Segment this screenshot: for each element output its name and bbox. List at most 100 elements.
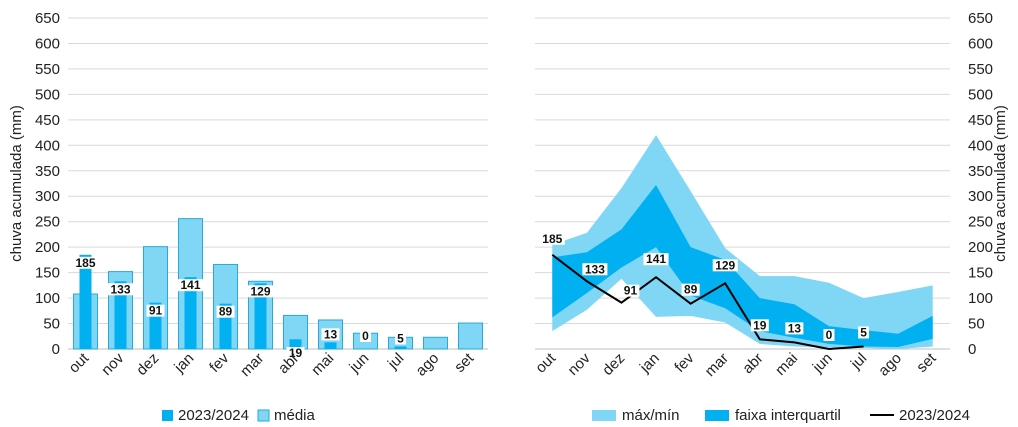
- current-bar: [394, 346, 407, 349]
- data-label-box: [146, 304, 165, 317]
- legend-label-interquartile: faixa interquartil: [735, 407, 841, 424]
- left-ytick-label: 450: [35, 112, 60, 129]
- line-data-label: 129: [715, 258, 735, 272]
- left-x-category-label: mar: [237, 350, 267, 380]
- right-x-category-label: mar: [702, 350, 732, 380]
- line-data-label: 91: [624, 284, 638, 298]
- legend-label-2023-2024: 2023/2024: [178, 407, 249, 424]
- mean-bar: [458, 322, 483, 350]
- current-bar: [184, 277, 197, 349]
- right-x-category-label: mai: [772, 350, 801, 379]
- legend-swatch-2023-2024: [162, 410, 173, 421]
- left-ytick-label: 150: [35, 265, 60, 282]
- bar-data-label: 185: [75, 256, 95, 270]
- left-ytick-label: 650: [35, 10, 60, 27]
- interquartile-band: [552, 185, 933, 347]
- left-x-category-label: fev: [206, 349, 233, 376]
- right-ytick-label: 300: [968, 188, 993, 205]
- left-x-category-label: jun: [345, 350, 372, 377]
- data-label-box: [621, 284, 640, 297]
- left-ytick-label: 550: [35, 61, 60, 78]
- data-label-box: [582, 263, 608, 276]
- right-ytick-label: 550: [968, 61, 993, 78]
- bar-data-label: 19: [289, 346, 303, 360]
- right-ytick-label: 450: [968, 112, 993, 129]
- right-x-category-label: jan: [636, 350, 663, 377]
- data-label-box: [360, 330, 371, 342]
- current-bar: [324, 342, 337, 349]
- bar-data-label: 0: [362, 329, 369, 343]
- data-label-box: [643, 253, 669, 266]
- line-data-label: 5: [860, 325, 867, 339]
- legend-label-maxmin: máx/mín: [622, 407, 680, 424]
- data-label-box: [321, 328, 340, 341]
- left-x-category-label: set: [451, 349, 478, 376]
- bar-data-label: 91: [149, 304, 163, 318]
- left-ytick-label: 400: [35, 137, 60, 154]
- line-data-label: 13: [788, 321, 802, 335]
- right-ytick-label: 200: [968, 239, 993, 256]
- left-ytick-label: 200: [35, 239, 60, 256]
- left-x-category-label: nov: [98, 349, 127, 378]
- minmax-band: [552, 135, 933, 349]
- right-ytick-label: 50: [968, 316, 985, 333]
- left-ytick-label: 350: [35, 163, 60, 180]
- right-x-category-label: ago: [875, 350, 905, 380]
- right-x-category-label: fev: [671, 349, 698, 376]
- line-data-label: 0: [826, 328, 833, 342]
- data-label-box: [216, 305, 235, 318]
- bar-data-label: 13: [324, 327, 338, 341]
- left-y-axis-title: chuva acumulada (mm): [8, 105, 25, 262]
- left-x-category-label: ago: [413, 350, 443, 380]
- left-ytick-label: 0: [52, 341, 60, 358]
- legend-label-line-2023-2024: 2023/2024: [899, 407, 970, 424]
- right-x-category-label: nov: [565, 349, 594, 378]
- right-ytick-label: 150: [968, 265, 993, 282]
- left-ytick-label: 250: [35, 214, 60, 231]
- legend-swatch-interquartile: [705, 410, 729, 421]
- legend-swatch-media: [257, 409, 270, 422]
- data-label-box: [681, 283, 700, 296]
- current-season-line: [551, 253, 864, 351]
- right-ytick-label: 600: [968, 35, 993, 52]
- line-data-label: 185: [542, 232, 562, 246]
- data-label-box: [858, 326, 870, 339]
- data-label-box: [286, 347, 305, 359]
- current-bar: [114, 281, 127, 349]
- right-ytick-label: 0: [968, 341, 976, 358]
- left-x-category-label: mai: [308, 350, 337, 379]
- right-x-category-label: jul: [847, 350, 870, 373]
- data-label-box: [750, 319, 769, 332]
- data-label-box: [395, 332, 406, 345]
- bar-data-label: 133: [110, 282, 130, 296]
- legend-label-media: média: [274, 407, 316, 424]
- bar-data-label: 89: [219, 305, 233, 319]
- line-data-label: 19: [753, 318, 767, 332]
- legend-swatch-maxmin: [592, 410, 616, 421]
- right-y-axis-title: chuva acumulada (mm): [992, 105, 1009, 262]
- left-x-category-label: out: [66, 349, 93, 376]
- data-label-box: [248, 285, 273, 298]
- data-label-box: [785, 322, 804, 335]
- right-x-category-label: set: [913, 349, 940, 376]
- bar-data-label: 129: [250, 284, 270, 298]
- left-ytick-label: 300: [35, 188, 60, 205]
- line-data-label: 133: [585, 262, 605, 276]
- bar-data-label: 141: [180, 278, 200, 292]
- right-ytick-label: 500: [968, 86, 993, 103]
- line-data-label: 141: [646, 252, 666, 266]
- right-ytick-label: 100: [968, 290, 993, 307]
- right-x-category-label: jun: [809, 350, 836, 377]
- left-ytick-label: 50: [43, 316, 60, 333]
- right-ytick-label: 650: [968, 10, 993, 27]
- bar-data-label: 5: [397, 331, 404, 345]
- right-ytick-label: 350: [968, 163, 993, 180]
- line-data-label: 89: [684, 283, 698, 297]
- left-x-category-label: dez: [133, 350, 162, 379]
- right-x-category-label: dez: [599, 350, 628, 379]
- right-ytick-label: 400: [968, 137, 993, 154]
- current-bar: [254, 283, 267, 349]
- mean-bar: [423, 336, 448, 350]
